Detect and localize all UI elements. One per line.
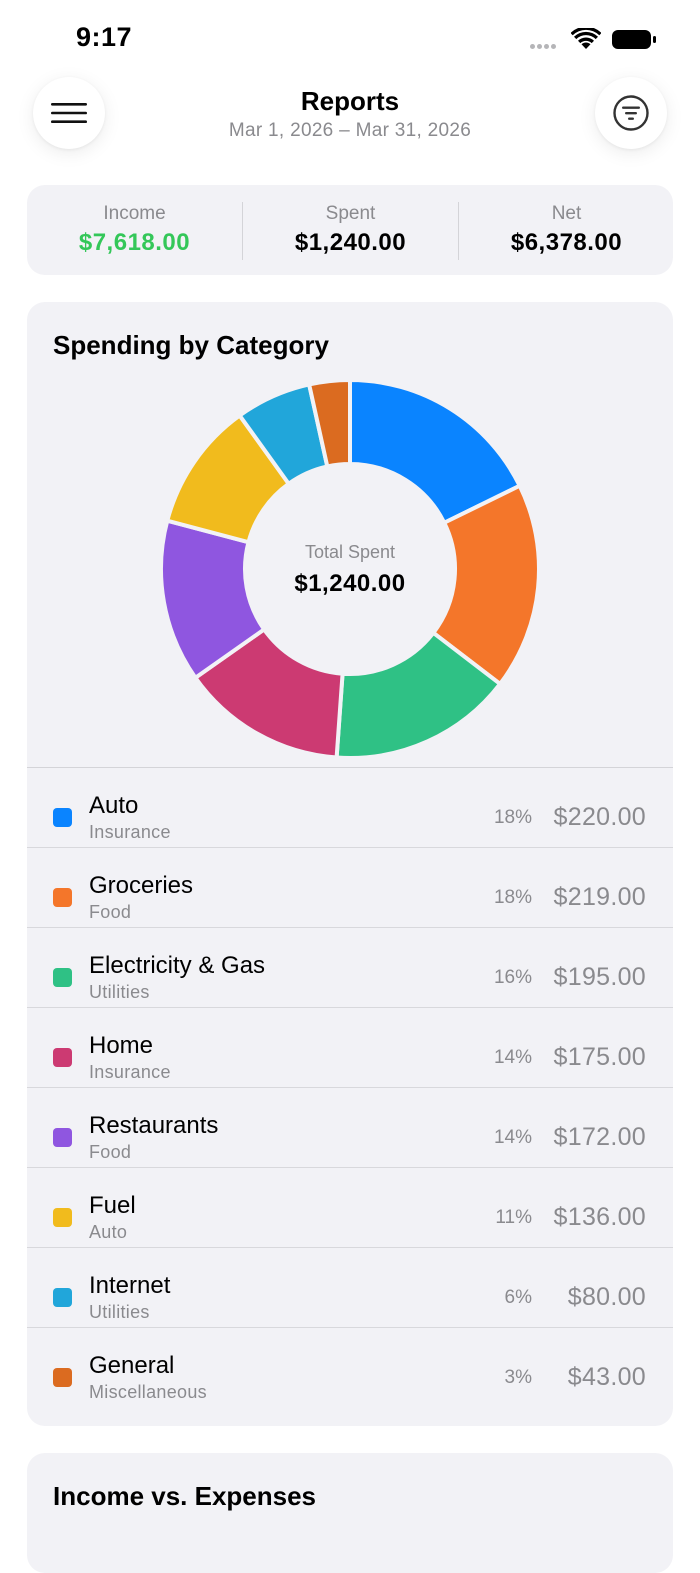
status-bar: 9:17 (0, 0, 700, 76)
total-spent-label: Total Spent (304, 542, 396, 562)
category-color-swatch (53, 1208, 72, 1227)
list-item[interactable]: General Miscellaneous 3% $43.00 (27, 1328, 673, 1407)
cellular-signal-icon (530, 44, 562, 50)
list-item[interactable]: Groceries Food 18% $219.00 (27, 848, 673, 928)
category-group: Insurance (89, 822, 171, 842)
donut-slice-auto[interactable] (348, 377, 523, 526)
category-group: Food (89, 1142, 132, 1162)
summary-divider (458, 202, 459, 260)
donut-chart[interactable] (158, 377, 542, 761)
date-range[interactable]: Mar 1, 2026 – Mar 31, 2026 (228, 120, 472, 141)
category-amount: $43.00 (567, 1363, 646, 1391)
category-color-swatch (53, 1368, 72, 1387)
list-item[interactable]: Fuel Auto 11% $136.00 (27, 1168, 673, 1248)
total-spent-value: $1,240.00 (294, 570, 406, 597)
category-name: Groceries (89, 872, 194, 899)
header: Reports Mar 1, 2026 – Mar 31, 2026 (0, 76, 700, 176)
net-label: Net (551, 203, 582, 224)
category-percent: 3% (504, 1367, 532, 1388)
category-name: General (89, 1352, 175, 1379)
summary-divider (242, 202, 243, 260)
donut-slice-groceries[interactable] (430, 483, 541, 687)
category-percent: 14% (493, 1127, 532, 1148)
net-summary: Net $6,378.00 (459, 185, 674, 275)
income-value: $7,618.00 (78, 229, 191, 256)
category-name: Electricity & Gas (89, 952, 266, 979)
category-name: Internet (89, 1272, 171, 1299)
spending-by-category-card: Spending by Category Total Spent $1,240.… (27, 302, 673, 1426)
category-amount: $175.00 (553, 1043, 646, 1071)
hamburger-icon (51, 103, 87, 123)
category-percent: 16% (493, 967, 532, 988)
category-percent: 14% (493, 1047, 532, 1068)
list-item[interactable]: Internet Utilities 6% $80.00 (27, 1248, 673, 1328)
spent-summary: Spent $1,240.00 (243, 185, 458, 275)
category-amount: $136.00 (553, 1203, 646, 1231)
status-time: 9:17 (76, 22, 133, 52)
category-name: Auto (89, 792, 139, 819)
category-percent: 18% (493, 887, 532, 908)
category-color-swatch (53, 1048, 72, 1067)
divider (27, 767, 673, 768)
category-name: Fuel (89, 1192, 136, 1219)
category-amount: $220.00 (553, 803, 646, 831)
category-percent: 18% (493, 807, 532, 828)
category-color-swatch (53, 808, 72, 827)
category-color-swatch (53, 1288, 72, 1307)
category-percent: 11% (495, 1207, 532, 1228)
spent-label: Spent (325, 203, 376, 224)
category-name: Home (89, 1032, 154, 1059)
category-group: Auto (89, 1222, 128, 1242)
income-vs-expenses-card: Income vs. Expenses (27, 1453, 673, 1573)
category-amount: $80.00 (567, 1283, 646, 1311)
donut-slice-general[interactable] (306, 377, 352, 469)
list-item[interactable]: Home Insurance 14% $175.00 (27, 1008, 673, 1088)
menu-button[interactable] (33, 77, 105, 149)
card-title: Income vs. Expenses (53, 1481, 317, 1511)
list-item[interactable]: Restaurants Food 14% $172.00 (27, 1088, 673, 1168)
filter-icon (613, 95, 649, 131)
filter-button[interactable] (595, 77, 667, 149)
category-amount: $172.00 (553, 1123, 646, 1151)
net-value: $6,378.00 (510, 229, 623, 256)
income-summary: Income $7,618.00 (27, 185, 242, 275)
page-title: Reports (300, 86, 400, 116)
category-amount: $219.00 (553, 883, 646, 911)
battery-icon (612, 30, 656, 49)
list-item[interactable]: Auto Insurance 18% $220.00 (27, 768, 673, 848)
category-group: Food (89, 902, 132, 922)
summary-card: Income $7,618.00 Spent $1,240.00 Net $6,… (27, 185, 673, 275)
wifi-icon (571, 28, 601, 49)
list-item[interactable]: Electricity & Gas Utilities 16% $195.00 (27, 928, 673, 1008)
income-label: Income (103, 203, 166, 224)
spent-value: $1,240.00 (294, 229, 407, 256)
category-name: Restaurants (89, 1112, 219, 1139)
category-group: Insurance (89, 1062, 171, 1082)
category-color-swatch (53, 888, 72, 907)
category-percent: 6% (504, 1287, 532, 1308)
card-title: Spending by Category (53, 330, 329, 360)
category-group: Utilities (89, 982, 150, 1002)
category-amount: $195.00 (553, 963, 646, 991)
category-list: Auto Insurance 18% $220.00 Groceries Food 18% $… (27, 768, 673, 1407)
category-color-swatch (53, 1128, 72, 1147)
category-group: Miscellaneous (89, 1382, 207, 1402)
category-group: Utilities (89, 1302, 150, 1322)
category-color-swatch (53, 968, 72, 987)
